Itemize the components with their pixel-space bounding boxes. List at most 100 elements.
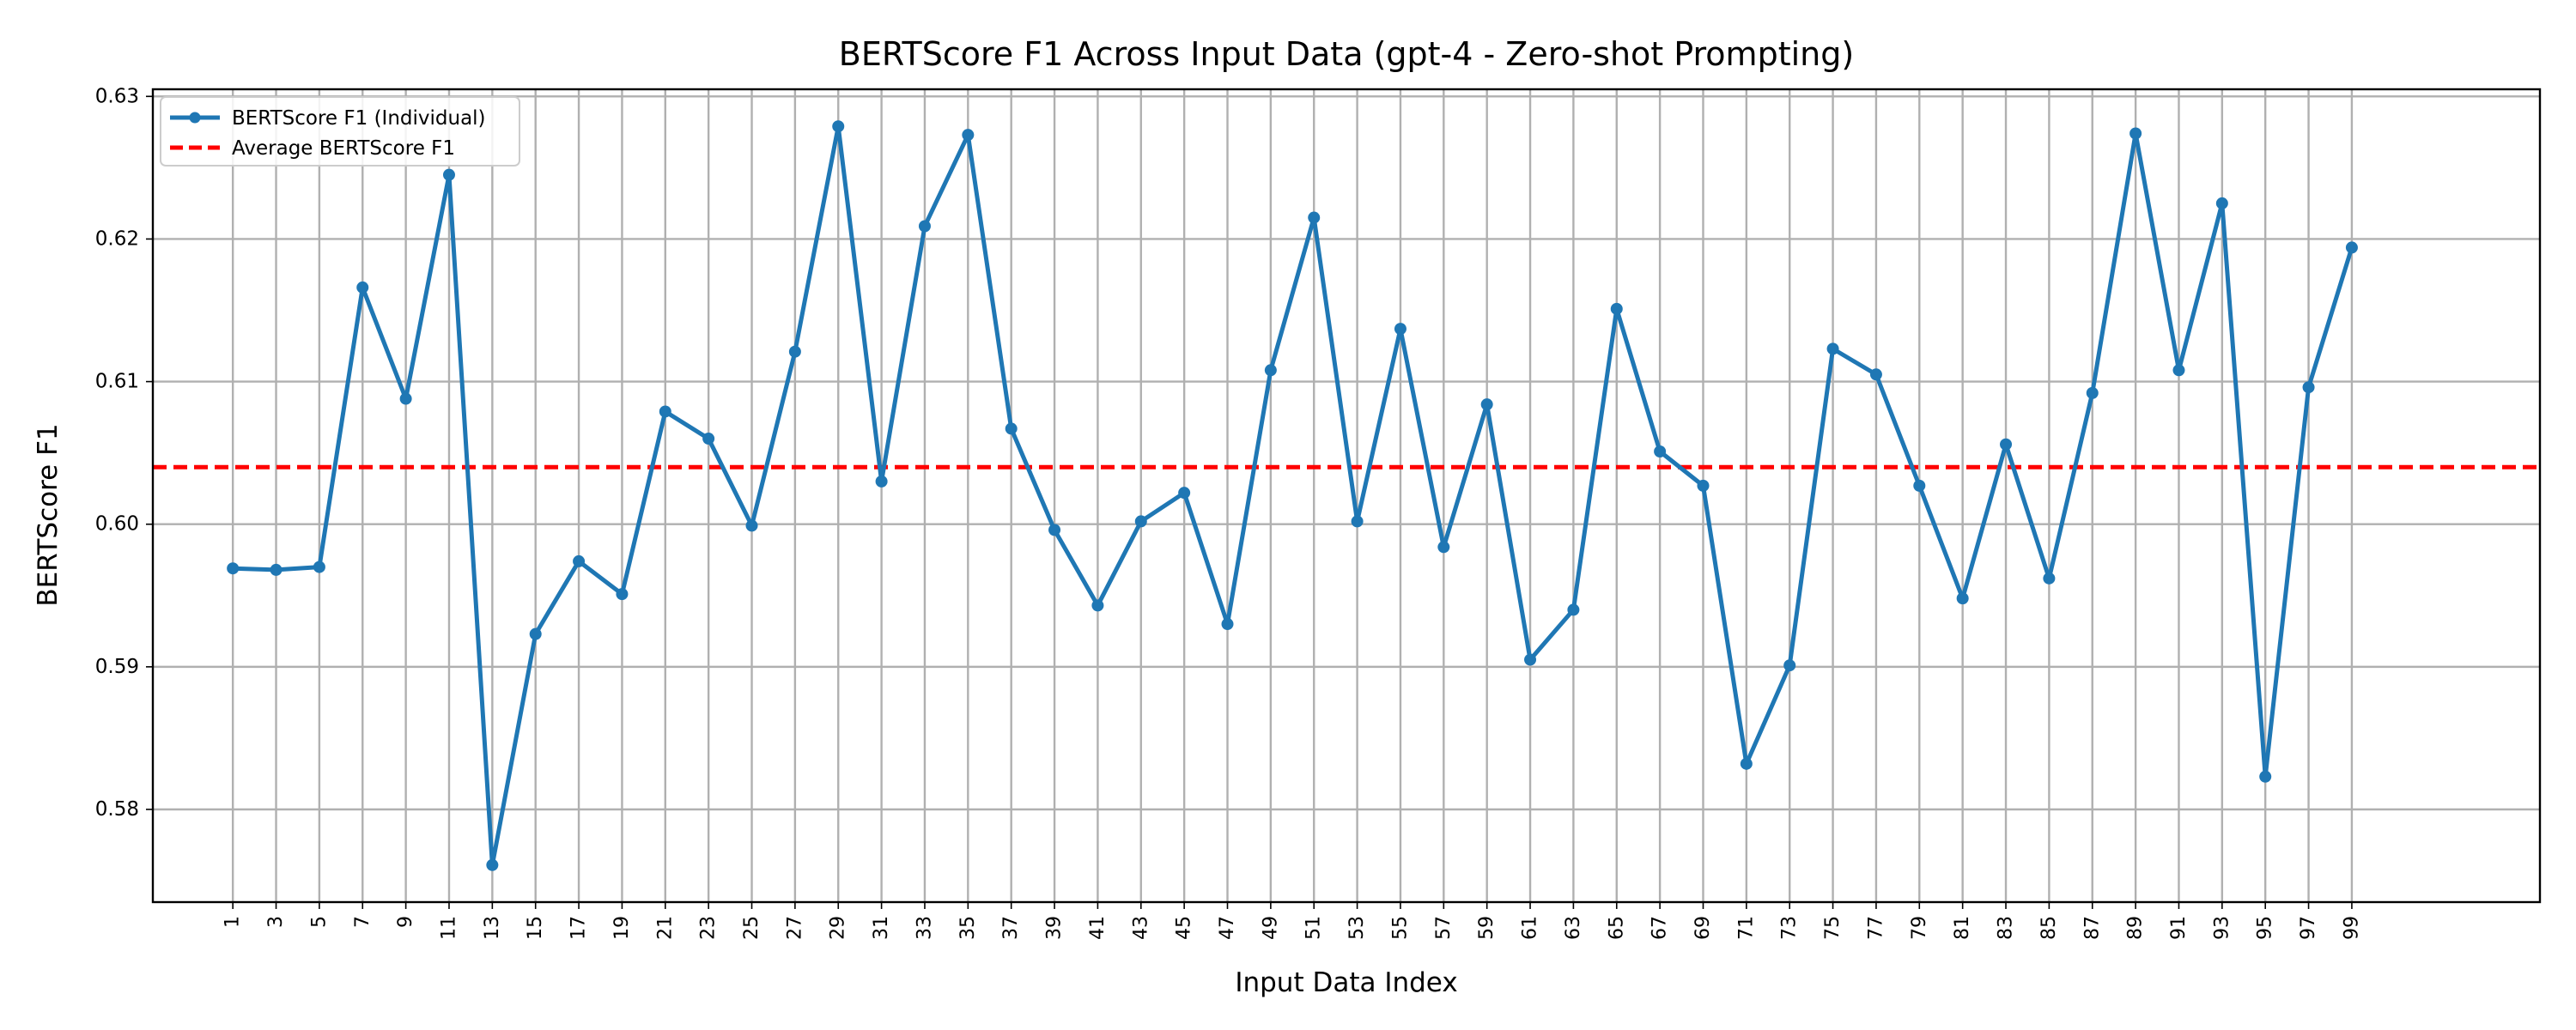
data-point — [573, 554, 586, 567]
x-tick-label: 55 — [1389, 916, 1411, 940]
legend: BERTScore F1 (Individual) Average BERTSc… — [160, 96, 520, 167]
series-line-individual — [233, 124, 2354, 868]
data-point — [1048, 524, 1061, 536]
data-point — [616, 588, 629, 601]
data-point — [1437, 541, 1450, 554]
x-tick-label: 79 — [1909, 916, 1930, 940]
x-tick-label: 57 — [1433, 916, 1455, 940]
x-tick-label: 29 — [828, 916, 849, 940]
x-tick-label: 11 — [438, 916, 459, 940]
data-point — [1524, 653, 1537, 666]
x-tick-label: 33 — [914, 916, 935, 940]
x-tick-label: 35 — [957, 916, 979, 940]
y-tick-label: 0.59 — [95, 656, 139, 678]
data-point — [313, 560, 325, 573]
data-point — [1264, 364, 1277, 377]
x-tick-label: 27 — [784, 916, 805, 940]
data-point — [2259, 770, 2272, 783]
data-point — [1869, 368, 1882, 381]
data-point — [962, 129, 975, 142]
legend-frame — [160, 96, 520, 167]
x-tick-label: 73 — [1779, 916, 1801, 940]
data-point — [1178, 487, 1191, 500]
x-tick-label: 99 — [2341, 916, 2362, 940]
x-tick-label: 37 — [1000, 916, 1022, 940]
data-point — [1697, 479, 1710, 492]
x-tick-label: 3 — [265, 916, 287, 928]
data-point — [1221, 618, 1234, 631]
data-point — [1740, 757, 1753, 770]
x-tick-label: 61 — [1520, 916, 1541, 940]
data-point — [918, 220, 931, 233]
x-tick-label: 13 — [482, 916, 503, 940]
data-point — [1308, 211, 1321, 224]
x-tick-label: 69 — [1692, 916, 1714, 940]
data-point — [659, 405, 671, 418]
x-tick-label: 65 — [1606, 916, 1627, 940]
x-tick-label: 41 — [1087, 916, 1109, 940]
x-tick-label: 81 — [1952, 916, 1973, 940]
data-point — [745, 519, 758, 532]
data-point — [1783, 659, 1796, 672]
data-point — [1826, 342, 1839, 355]
plot-frame — [151, 88, 2542, 904]
x-tick-label: 1 — [222, 916, 244, 928]
data-point — [2000, 438, 2013, 451]
data-point — [442, 168, 455, 181]
data-point — [1480, 398, 1493, 411]
legend-label-individual: BERTScore F1 (Individual) — [232, 107, 486, 130]
x-tick-label: 71 — [1735, 916, 1757, 940]
data-point — [1134, 515, 1147, 528]
data-point — [1394, 323, 1406, 336]
x-tick-label: 91 — [2168, 916, 2190, 940]
x-tick-label: 67 — [1649, 916, 1671, 940]
data-point — [2345, 241, 2358, 254]
x-tick-label: 9 — [395, 916, 416, 928]
x-tick-label: 93 — [2211, 916, 2233, 940]
x-tick-label: 43 — [1130, 916, 1151, 940]
x-tick-label: 47 — [1217, 916, 1238, 940]
x-tick-label: 77 — [1865, 916, 1886, 940]
x-tick-label: 23 — [698, 916, 720, 940]
y-tick-label: 0.61 — [95, 371, 139, 393]
y-tick-label: 0.63 — [95, 85, 139, 107]
x-tick-label: 7 — [352, 916, 374, 928]
x-tick-label: 59 — [1476, 916, 1498, 940]
data-point — [1005, 422, 1018, 435]
data-point — [1610, 302, 1623, 315]
data-point — [2215, 197, 2228, 209]
data-point — [486, 858, 499, 871]
series-layer — [227, 120, 2358, 871]
x-axis-label: Input Data Index — [1235, 967, 1457, 998]
data-point — [529, 627, 542, 640]
data-point — [2043, 572, 2056, 585]
x-tick-label: 31 — [871, 916, 892, 940]
y-tick-label: 0.62 — [95, 227, 139, 250]
data-point — [1913, 479, 1926, 492]
x-tick-label: 15 — [525, 916, 546, 940]
x-tick-label: 83 — [1996, 916, 2017, 940]
y-axis-label: BERTScore F1 — [33, 423, 64, 606]
data-point — [270, 563, 283, 576]
x-tick-label: 97 — [2298, 916, 2319, 940]
data-point — [1654, 445, 1667, 457]
chart-title: BERTScore F1 Across Input Data (gpt-4 - … — [839, 35, 1854, 73]
data-point — [2302, 381, 2315, 394]
data-point — [356, 281, 369, 294]
x-tick-label: 51 — [1303, 916, 1325, 940]
data-point — [1351, 515, 1364, 528]
y-tick-label: 0.58 — [95, 798, 139, 821]
axes — [146, 88, 2542, 909]
data-point — [2086, 386, 2099, 399]
x-tick-label: 89 — [2125, 916, 2147, 940]
legend-label-average: Average BERTScore F1 — [232, 137, 455, 160]
data-point — [1567, 603, 1580, 616]
x-tick-label: 5 — [308, 916, 330, 928]
x-tick-label: 53 — [1346, 916, 1368, 940]
x-tick-label: 49 — [1260, 916, 1281, 940]
data-point — [702, 433, 715, 445]
x-tick-label: 95 — [2255, 916, 2276, 940]
data-point — [399, 392, 412, 405]
